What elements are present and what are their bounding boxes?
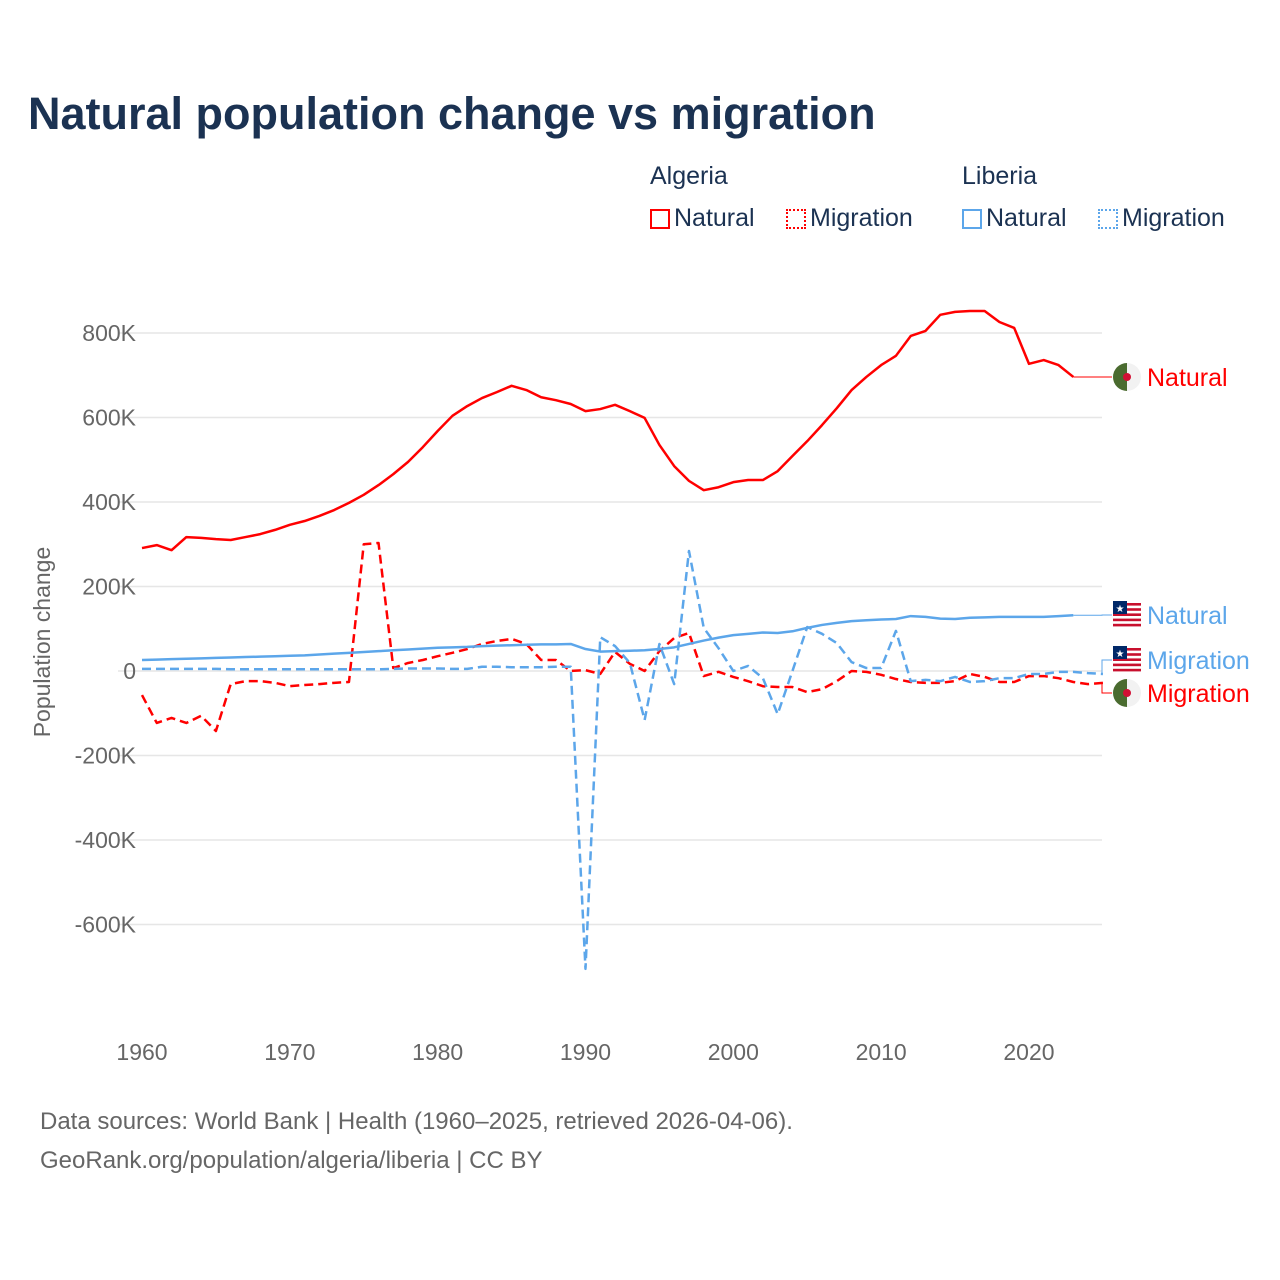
- legend-liberia-migration[interactable]: Migration: [1098, 204, 1225, 233]
- x-tick-label: 2020: [1003, 1039, 1054, 1065]
- liberia-flag-icon: ★: [1116, 649, 1125, 660]
- x-tick-label: 1980: [412, 1039, 463, 1065]
- liberia-flag-icon: [1113, 668, 1141, 672]
- y-tick-label: 800K: [82, 320, 136, 346]
- x-tick-label: 1960: [116, 1039, 167, 1065]
- legend-label: Migration: [1122, 204, 1225, 232]
- series-end-label: Natural: [1147, 602, 1228, 630]
- y-tick-label: 0: [123, 658, 136, 684]
- legend-swatch: [786, 209, 806, 229]
- source-line-1: Data sources: World Bank | Health (1960–…: [40, 1108, 793, 1135]
- series-line-algeria-natural: [141, 309, 1075, 552]
- y-tick-label: -200K: [75, 743, 137, 769]
- legend-liberia-natural[interactable]: Natural: [962, 204, 1067, 233]
- series-end-label: Natural: [1147, 364, 1228, 392]
- liberia-flag-icon: [1113, 646, 1127, 659]
- legend-label: Migration: [810, 204, 913, 232]
- label-connector: [1101, 682, 1112, 694]
- y-tick-label: 200K: [82, 574, 136, 600]
- series-line-algeria-migration: [140, 541, 1104, 733]
- legend-algeria-migration[interactable]: Migration: [786, 204, 913, 233]
- x-tick-label: 2000: [708, 1039, 759, 1065]
- label-connector: [1101, 659, 1112, 675]
- liberia-flag-icon: [1113, 658, 1141, 661]
- legend-swatch: [650, 209, 670, 229]
- legend-group-liberia: Liberia: [962, 162, 1038, 190]
- legend-swatch: [1098, 209, 1118, 229]
- y-tick-label: -400K: [75, 827, 137, 853]
- chart-title: Natural population change vs migration: [28, 88, 876, 139]
- x-tick-label: 2010: [856, 1039, 907, 1065]
- algeria-flag-icon: [1113, 363, 1127, 391]
- source-line-2: GeoRank.org/population/algeria/liberia |…: [40, 1147, 543, 1174]
- liberia-flag-icon: ★: [1116, 604, 1125, 615]
- liberia-flag-icon: [1113, 663, 1141, 667]
- y-tick-label: -600K: [75, 912, 137, 938]
- x-tick-label: 1970: [264, 1039, 315, 1065]
- x-tick-label: 1990: [560, 1039, 611, 1065]
- liberia-flag-icon: [1113, 623, 1141, 627]
- algeria-flag-icon: [1123, 373, 1131, 381]
- algeria-flag-icon: [1113, 679, 1127, 707]
- legend-label: Natural: [986, 204, 1067, 232]
- liberia-flag-icon: [1113, 618, 1141, 622]
- legend-group-algeria: Algeria: [650, 162, 728, 190]
- legend-label: Natural: [674, 204, 755, 232]
- liberia-flag-icon: [1113, 613, 1141, 616]
- series-line-liberia-migration: [142, 549, 1103, 971]
- legend-algeria-natural[interactable]: Natural: [650, 204, 755, 233]
- legend-swatch: [962, 209, 982, 229]
- y-axis-label: Population change: [29, 547, 55, 738]
- y-tick-label: 600K: [82, 405, 136, 431]
- series-line-liberia-natural: [141, 613, 1074, 662]
- algeria-flag-icon: [1123, 689, 1131, 697]
- series-end-label: Migration: [1147, 647, 1250, 675]
- series-end-label: Migration: [1147, 680, 1250, 708]
- liberia-flag-icon: [1113, 601, 1127, 614]
- y-tick-label: 400K: [82, 489, 136, 515]
